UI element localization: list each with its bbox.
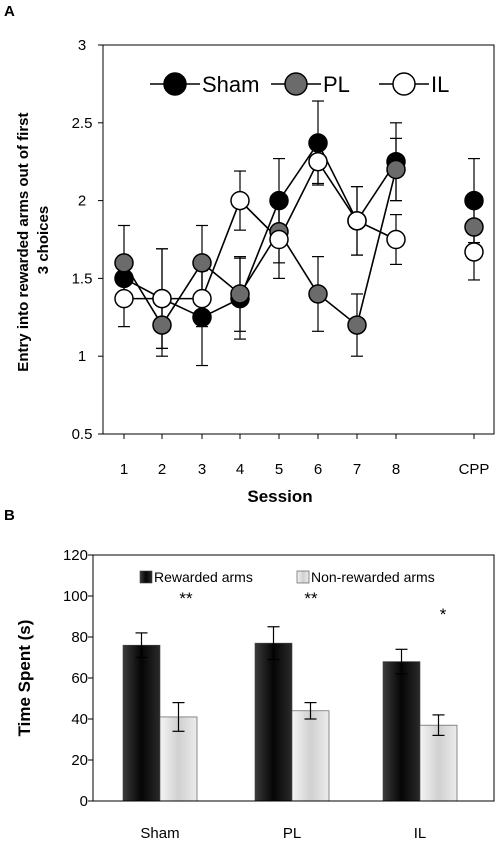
series-pl-point: [230, 284, 250, 304]
panel-a-legend: Sham PL IL: [150, 72, 449, 97]
series-il-point: [269, 229, 289, 250]
panel-b-plot-area: ** ***: [122, 589, 458, 802]
series-pl-point: [114, 253, 134, 273]
significance-marker: *: [440, 605, 447, 624]
legend-label: Sham: [202, 72, 259, 97]
legend-entry-sham: Sham: [150, 72, 259, 97]
panel-b-legend: Rewarded arms Non-rewarded arms: [139, 569, 435, 585]
series-il-point: [192, 288, 212, 309]
panel-a-letter: A: [4, 3, 15, 20]
panel-b-letter: B: [4, 507, 15, 524]
legend-label: Non-rewarded arms: [311, 569, 435, 585]
legend-swatch: [296, 570, 310, 584]
panel-b-x-ticks: Sham PL IL: [140, 825, 426, 842]
significance-marker: **: [179, 589, 193, 608]
bar-il-non-rewarded: [419, 724, 458, 802]
series-pl-point: [308, 284, 328, 304]
panel-a-y-axis-label-line-2: 3 choices: [35, 206, 52, 274]
bar-pl-rewarded: [254, 642, 293, 802]
legend-entry-rewarded-arms: Rewarded arms: [139, 569, 253, 585]
panel-a-axes: [102, 44, 495, 435]
panel-a-x-tick-label: 1: [120, 461, 128, 478]
bar-il-rewarded: [382, 661, 421, 802]
panel-b-y-ticks: 0 20 40 60 80 100 120: [63, 547, 93, 810]
series-sham-point: [464, 190, 484, 211]
panel-a-y-tick-label: 1: [78, 348, 86, 365]
panel-a-y-tick-label: 0.5: [72, 426, 93, 443]
series-sham-point: [192, 307, 212, 328]
panel-a-y-tick-label: 2: [78, 193, 86, 210]
series-il-point: [114, 288, 134, 309]
series-il-point: [464, 242, 484, 262]
series-pl-point: [347, 315, 367, 335]
panel-a-x-tick-label: 7: [353, 461, 361, 478]
panel-a: A 0.5 1 1.5 2 2.5 3 1 2 3 4 5 6 7 8 CPP Session Entry…: [4, 3, 495, 506]
panel-b-x-tick-label: Sham: [140, 825, 179, 842]
panel-a-y-tick-label: 2.5: [72, 115, 93, 132]
series-il-point: [308, 151, 328, 172]
series-pl-point: [386, 159, 406, 180]
panel-b-y-tick-label: 80: [71, 629, 88, 646]
series-pl-point: [464, 217, 484, 237]
panel-b-y-tick-label: 100: [63, 588, 88, 605]
panel-b-y-tick-label: 60: [71, 670, 88, 687]
legend-label: IL: [431, 72, 449, 97]
panel-a-y-tick-label: 1.5: [72, 270, 93, 287]
bar-sham-rewarded: [122, 644, 161, 802]
panel-a-y-ticks: 0.5 1 1.5 2 2.5 3: [72, 37, 103, 443]
panel-a-x-tick-label: 2: [158, 461, 166, 478]
legend-marker: [163, 72, 187, 96]
panel-a-plot-area: [114, 100, 484, 367]
series-pl-point: [192, 253, 212, 273]
series-sham-point: [308, 133, 328, 153]
panel-b-x-tick-label: IL: [414, 825, 427, 842]
panel-a-x-tick-label: 3: [198, 461, 206, 478]
panel-a-x-axis-label: Session: [247, 487, 312, 506]
legend-swatch: [139, 570, 153, 584]
bar-error-bar: [135, 632, 148, 659]
panel-a-y-axis-label-line-1: Entry into rewarded arms out of first: [15, 112, 32, 371]
panel-b-y-tick-label: 120: [63, 547, 88, 564]
panel-b-x-tick-label: PL: [283, 825, 301, 842]
panel-b-y-tick-label: 40: [71, 711, 88, 728]
panel-a-x-ticks: 1 2 3 4 5 6 7 8 CPP: [120, 434, 490, 478]
bar-error-bar: [432, 714, 445, 737]
panel-a-x-tick-label: CPP: [459, 461, 490, 478]
panel-b-y-tick-label: 20: [71, 752, 88, 769]
legend-entry-il: IL: [379, 72, 449, 97]
bar-error-bar: [267, 626, 280, 661]
legend-label: Rewarded arms: [154, 569, 253, 585]
series-il-point: [230, 190, 250, 211]
panel-b-y-axis-label: Time Spent (s): [15, 620, 34, 737]
panel-a-x-tick-label: 4: [236, 461, 244, 478]
legend-marker: [392, 72, 416, 96]
legend-entry-non-rewarded-arms: Non-rewarded arms: [296, 569, 435, 585]
bar-pl-non-rewarded: [291, 710, 330, 802]
panel-a-y-tick-label: 3: [78, 37, 86, 54]
panel-a-y-axis-label: Entry into rewarded arms out of first 3 …: [15, 108, 52, 371]
series-sham-point: [269, 190, 289, 211]
series-il-point: [152, 288, 172, 309]
significance-marker: **: [304, 589, 318, 608]
legend-marker: [284, 72, 308, 96]
panel-b-y-tick-label: 0: [80, 793, 88, 810]
legend-entry-pl: PL: [271, 72, 350, 97]
series-il-point: [347, 211, 367, 231]
legend-label: PL: [323, 72, 350, 97]
panel-a-x-tick-label: 8: [392, 461, 400, 478]
panel-a-frame: [102, 44, 495, 435]
bar-error-bar: [395, 648, 408, 675]
bar-error-bar: [304, 701, 317, 720]
panel-a-x-tick-label: 5: [275, 461, 283, 478]
bar-error-bar: [172, 701, 185, 732]
series-pl-point: [152, 315, 172, 335]
panel-a-x-tick-label: 6: [314, 461, 322, 478]
series-il-point: [386, 229, 406, 250]
